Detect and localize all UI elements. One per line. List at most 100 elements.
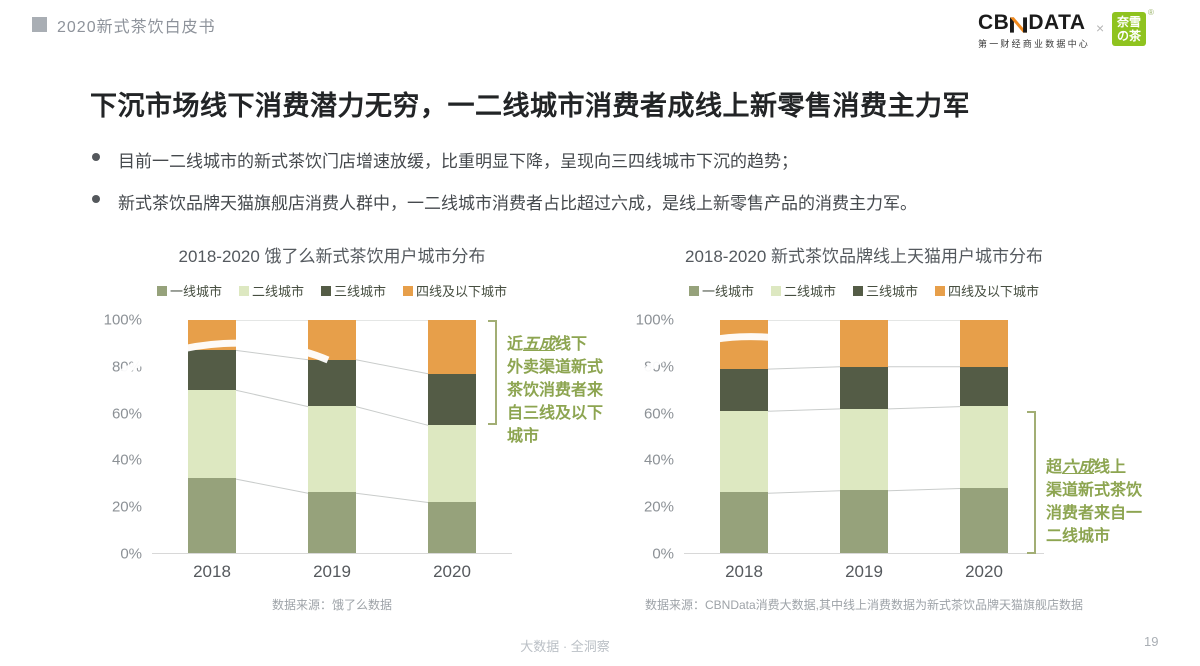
x-tick-label: 2020	[965, 562, 1003, 581]
cbn-n-icon	[1010, 17, 1028, 33]
x-axis-labels: 2018 2019 2020	[684, 562, 1044, 582]
legend-label: 三线城市	[334, 284, 387, 299]
legend-label: 四线及以下城市	[416, 284, 508, 299]
registered-mark: ®	[1148, 8, 1154, 17]
legend-swatch	[688, 285, 699, 296]
plot-area	[684, 320, 1044, 554]
annotation-segment: 城市	[507, 428, 540, 445]
y-tick-label: 20%	[111, 498, 142, 516]
bullet-item: 目前一二线城市的新式茶饮门店增速放缓，比重明显下降，呈现向三四线城市下沉的趋势；	[92, 147, 1112, 172]
annotation-segment: 自三线及以下	[507, 405, 604, 422]
annotation-bracket	[1027, 411, 1036, 554]
annotation-emphasis: 六成	[1062, 459, 1095, 476]
legend-label: 一线城市	[701, 284, 754, 299]
legend-label: 三线城市	[866, 284, 919, 299]
annotation-segment: 线上	[1094, 459, 1127, 476]
legend-item: 三线城市	[853, 281, 918, 300]
bar-segment	[308, 492, 356, 553]
y-tick-label: 20%	[643, 498, 674, 516]
bar-2020	[428, 320, 476, 553]
y-tick-label: 0%	[120, 545, 142, 563]
legend-item: 四线及以下城市	[403, 281, 507, 300]
legend-swatch	[935, 285, 946, 296]
data-source-note: 数据来源：饿了么数据	[271, 598, 392, 612]
bar-segment	[840, 408, 888, 491]
x-tick-label: 2018	[725, 562, 763, 581]
annotation-line: 近五成线下	[507, 333, 633, 356]
legend-swatch	[238, 285, 249, 296]
annotation-line: 城市	[507, 425, 633, 448]
bar-segment	[840, 490, 888, 553]
x-tick-label: 2019	[845, 562, 883, 581]
cbndata-logo: CB DATA 第一财经商业数据中心	[978, 12, 1088, 50]
legend-item: 二线城市	[770, 281, 836, 300]
y-axis: 0% 20% 40% 60% 80% 100%	[632, 312, 674, 563]
naixue-line1: 奈雪	[1116, 15, 1141, 29]
bullet-dot-icon	[92, 153, 100, 161]
annotation-emphasis: 五成	[523, 336, 556, 353]
bar-segment	[960, 406, 1008, 488]
connector-lines	[767, 320, 961, 494]
bar-segment	[308, 406, 356, 493]
bar-segment	[188, 478, 236, 553]
y-tick-label: 60%	[111, 405, 142, 423]
legend-swatch	[853, 285, 863, 296]
bar-segment	[960, 320, 1008, 367]
bar-2019	[840, 320, 888, 553]
y-tick-label: 80%	[643, 358, 674, 376]
annotation-segment: 茶饮消费者来	[507, 382, 604, 399]
bar-segment	[428, 424, 476, 502]
annotation-segment: 渠道新式茶饮	[1046, 482, 1143, 499]
bar-segment	[428, 373, 476, 425]
y-tick-label: 40%	[643, 451, 674, 469]
chart-legend: 一线城市 二线城市 三线城市 四线及以下城市	[152, 281, 512, 300]
bullet-text: 新式茶饮品牌天猫旗舰店消费人群中，一二线城市消费者占比超过六成，是线上新零售产品…	[118, 194, 917, 213]
annotation-segment: 外卖渠道新式	[507, 359, 604, 376]
annotation-segment: 消费者来自一	[1046, 505, 1143, 522]
doc-title: 2020新式茶饮白皮书	[57, 19, 216, 36]
page-title: 下沉市场线下消费潜力无穷，一二线城市消费者成线上新零售消费主力军	[90, 91, 970, 121]
legend-item: 三线城市	[321, 281, 386, 300]
annotation-segment: 线下	[555, 336, 588, 353]
x-tick-label: 2020	[433, 562, 471, 581]
annotation-bracket	[488, 320, 497, 426]
y-tick-label: 100%	[103, 311, 142, 329]
legend-label: 一线城市	[169, 284, 222, 299]
chart-title: 2018-2020 新式茶饮品牌线上天猫用户城市分布	[684, 247, 1044, 266]
annotation-line: 自三线及以下	[507, 402, 633, 425]
y-tick-label: 60%	[643, 405, 674, 423]
cbndata-subtitle: 第一财经商业数据中心	[978, 39, 1091, 49]
cbn-left-text: CB	[978, 11, 1010, 34]
annotation-line: 渠道新式茶饮	[1046, 479, 1162, 502]
legend-label: 二线城市	[783, 284, 836, 299]
annotation-line: 外卖渠道新式	[507, 356, 633, 379]
annotation-line: 二线城市	[1046, 525, 1162, 548]
legend-swatch	[403, 285, 414, 296]
cbn-right-text: DATA	[1028, 11, 1086, 34]
cbndata-wordmark: CB DATA	[978, 12, 1088, 33]
annotation-line: 消费者来自一	[1046, 502, 1162, 525]
data-source-note: 数据来源：CBNData消费大数据,其中线上消费数据为新式茶饮品牌天猫旗舰店数据	[644, 598, 1084, 612]
y-tick-label: 100%	[635, 311, 674, 329]
x-tick-label: 2019	[313, 562, 351, 581]
y-tick-label: 0%	[652, 545, 674, 563]
legend-item: 四线及以下城市	[935, 281, 1039, 300]
chart-legend: 一线城市 二线城市 三线城市 四线及以下城市	[684, 281, 1044, 300]
bar-segment	[428, 501, 476, 553]
legend-item: 一线城市	[688, 281, 754, 300]
bar-segment	[188, 389, 236, 479]
x-axis-labels: 2018 2019 2020	[152, 562, 512, 582]
annotation-segment: 二线城市	[1046, 528, 1111, 545]
legend-item: 一线城市	[156, 281, 222, 300]
bar-segment	[720, 410, 768, 493]
bar-segment	[960, 366, 1008, 407]
annotation-text: 超六成线上渠道新式茶饮 消费者来自一 二线城市	[1046, 456, 1162, 548]
logo-separator: ×	[1096, 20, 1105, 36]
connector-lines	[235, 320, 429, 503]
footer-slogan: 大数据 · 全洞察	[520, 639, 610, 654]
annotation-line: 超六成线上	[1046, 456, 1162, 479]
annotation-segment: 近	[507, 336, 524, 353]
bullet-item: 新式茶饮品牌天猫旗舰店消费人群中，一二线城市消费者占比超过六成，是线上新零售产品…	[92, 189, 1112, 214]
eleme-users-chart: 2018-2020 饿了么新式茶饮用户城市分布 一线城市 二线城市 三线城市 四线及以…	[100, 240, 603, 612]
annotation-segment: 超	[1046, 459, 1063, 476]
